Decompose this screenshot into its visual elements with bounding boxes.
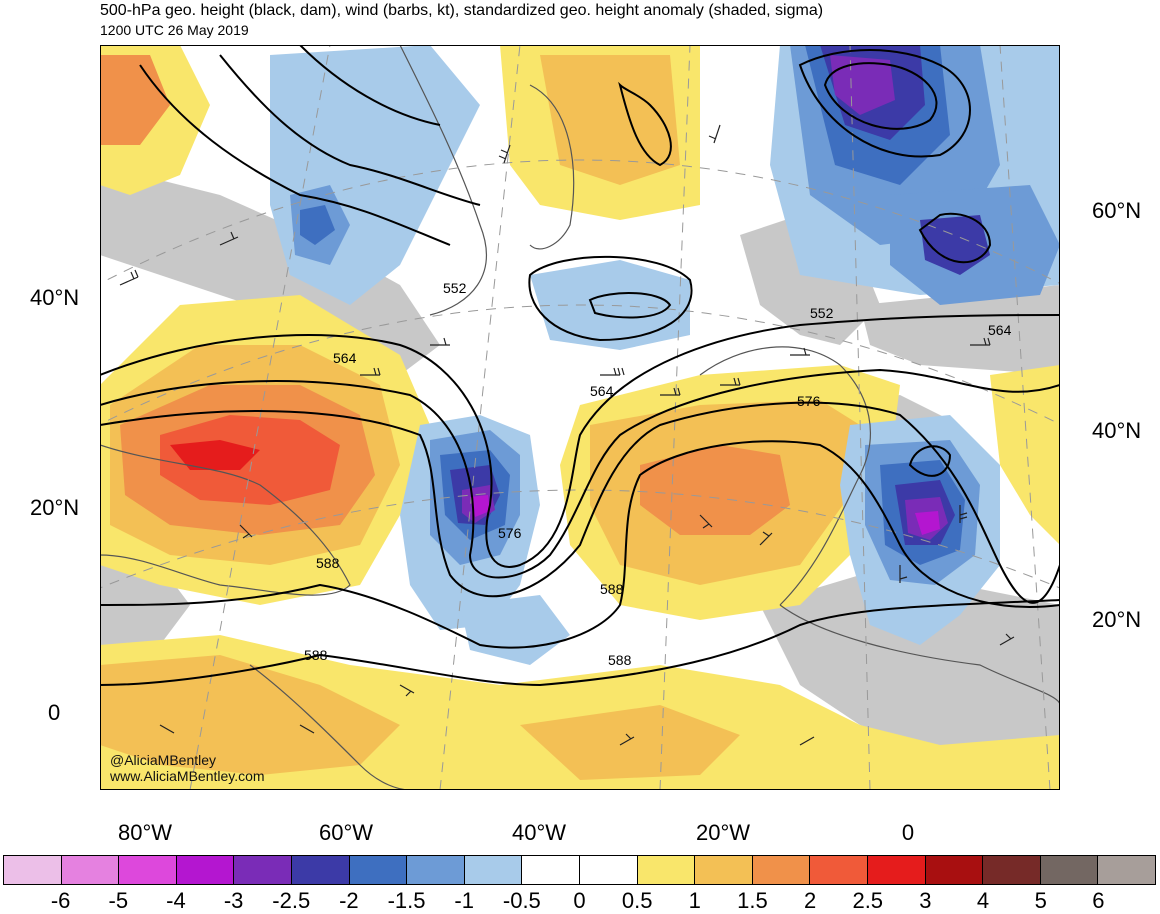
contour-label: 588	[316, 555, 340, 571]
colorbar-tick-label: 4	[976, 888, 990, 913]
colorbar-swatch	[291, 856, 350, 884]
colorbar-swatch	[637, 856, 696, 884]
colorbar-swatch	[61, 856, 120, 884]
colorbar-swatch	[695, 856, 753, 884]
colorbar-tick-label: -4	[166, 888, 186, 913]
colorbar-swatch	[4, 856, 62, 884]
colorbar-swatch	[349, 856, 408, 884]
credit-website: www.AliciaMBentley.com	[110, 768, 265, 784]
height-contours	[100, 45, 1060, 687]
contour-label: 552	[810, 305, 834, 321]
lon-label: 20°W	[695, 820, 751, 845]
colorbar-tick-label: 5	[1034, 888, 1047, 913]
colorbar-swatch	[522, 856, 580, 884]
colorbar-tick-label: -5	[108, 888, 129, 913]
colorbar-tick-label: 1	[688, 888, 701, 913]
contour-label: 588	[608, 652, 632, 668]
map-valid-time: 1200 UTC 26 May 2019	[100, 22, 249, 38]
contour-label: 552	[443, 280, 467, 296]
map-title: 500-hPa geo. height (black, dam), wind (…	[100, 2, 824, 19]
lat-label-left: 20°N	[30, 495, 80, 520]
colorbar-swatch	[925, 856, 984, 884]
colorbar-tick-label: -3	[223, 888, 244, 913]
colorbar-tick-label: 0	[573, 888, 586, 913]
colorbar-tick-label: 1.5	[737, 888, 768, 913]
colorbar-swatch	[579, 856, 638, 884]
contour-label: 588	[304, 647, 328, 663]
contour-label: 564	[988, 322, 1012, 338]
colorbar-swatch	[407, 856, 465, 884]
contour-label: 576	[797, 393, 821, 409]
contour-label: 564	[590, 383, 614, 399]
lon-label: 0	[901, 820, 915, 845]
lat-label-right: 40°N	[1092, 418, 1142, 443]
colorbar-tick-label: 0.5	[621, 888, 653, 913]
coastlines	[100, 45, 1060, 790]
colorbar-tick-label: 3	[919, 888, 932, 913]
colorbar-tick-label: -2.5	[272, 888, 311, 913]
colorbar-tick-label: 2	[803, 888, 817, 913]
lat-label-left: 40°N	[30, 285, 80, 310]
colorbar-tick-label: -1.5	[387, 888, 426, 913]
colorbar-swatch	[752, 856, 811, 884]
colorbar-swatch	[810, 856, 868, 884]
colorbar-tick-label: -2	[339, 888, 359, 913]
colorbar-ticks: -6 -5 -4 -3 -2.5 -2 -1.5 -1 -0.5 0 0.5 1 1.5 2 2.5 3 4 5 6	[0, 888, 1160, 913]
colorbar-swatch	[464, 856, 523, 884]
lat-label-right: 20°N	[1092, 607, 1142, 632]
lon-label: 80°W	[117, 820, 173, 845]
negative-anomaly-shading	[270, 45, 1060, 665]
colorbar-tick-label: 6	[1092, 888, 1105, 913]
colorbar-tick-label: -0.5	[502, 888, 541, 913]
weather-map: 552 552 564 564 564 576 576 588 588 588 …	[100, 45, 1060, 790]
colorbar-swatch	[1098, 856, 1155, 884]
contour-label: 564	[333, 350, 357, 366]
contour-labels: 552 552 564 564 564 576 576 588 588 588 …	[304, 280, 1012, 668]
colorbar-swatch	[176, 856, 235, 884]
credit-handle: @AliciaMBentley	[110, 752, 217, 768]
colorbar-swatch	[983, 856, 1041, 884]
colorbar-tick-label: -6	[50, 888, 71, 913]
positive-anomaly-shading	[100, 45, 1060, 790]
wind-barbs	[119, 124, 1015, 746]
lon-label: 60°W	[318, 820, 374, 845]
colorbar-swatch	[119, 856, 177, 884]
lon-label: 40°W	[511, 820, 567, 845]
graticule	[100, 45, 1060, 790]
lat-label-left: 0	[48, 700, 61, 725]
colorbar-swatch	[1040, 856, 1099, 884]
colorbar	[3, 855, 1156, 885]
contour-label: 576	[498, 525, 522, 541]
contour-label: 588	[600, 581, 624, 597]
colorbar-swatch	[234, 856, 292, 884]
colorbar-tick-label: 2.5	[852, 888, 884, 913]
lat-label-right: 60°N	[1092, 198, 1142, 223]
colorbar-tick-label: -1	[454, 888, 474, 913]
colorbar-swatch	[867, 856, 926, 884]
